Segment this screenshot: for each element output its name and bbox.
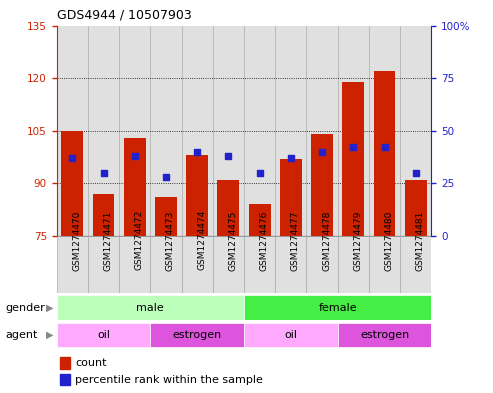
- Bar: [307, 236, 338, 293]
- Bar: [57, 26, 88, 236]
- Bar: [61, 374, 70, 386]
- Point: [224, 153, 232, 159]
- Bar: [150, 236, 181, 293]
- Bar: [88, 236, 119, 293]
- Point: [256, 169, 264, 176]
- Bar: [338, 236, 369, 293]
- Point: [162, 174, 170, 180]
- Text: GSM1274480: GSM1274480: [385, 210, 393, 270]
- Text: GSM1274474: GSM1274474: [197, 210, 206, 270]
- Point: [100, 169, 107, 176]
- Bar: [369, 236, 400, 293]
- Bar: [369, 26, 400, 236]
- Text: male: male: [137, 303, 164, 312]
- Bar: [244, 236, 275, 293]
- Bar: [119, 236, 150, 293]
- Point: [412, 169, 420, 176]
- Bar: [57, 323, 150, 347]
- Bar: [88, 26, 119, 236]
- Bar: [275, 236, 307, 293]
- Point: [350, 144, 357, 151]
- Bar: [244, 323, 338, 347]
- Bar: [307, 26, 338, 236]
- Bar: [244, 295, 431, 320]
- Text: estrogen: estrogen: [173, 330, 222, 340]
- Bar: [217, 180, 240, 236]
- Text: GSM1274470: GSM1274470: [72, 210, 81, 270]
- Point: [69, 155, 76, 161]
- Bar: [150, 323, 244, 347]
- Bar: [61, 357, 70, 369]
- Bar: [244, 26, 275, 236]
- Bar: [338, 26, 369, 236]
- Text: estrogen: estrogen: [360, 330, 409, 340]
- Text: oil: oil: [284, 330, 297, 340]
- Bar: [119, 26, 150, 236]
- Point: [193, 149, 201, 155]
- Text: GDS4944 / 10507903: GDS4944 / 10507903: [57, 9, 191, 22]
- Bar: [150, 26, 181, 236]
- Text: gender: gender: [5, 303, 45, 312]
- Bar: [280, 159, 302, 236]
- Bar: [374, 71, 395, 236]
- Bar: [342, 82, 364, 236]
- Text: ▶: ▶: [46, 303, 53, 312]
- Bar: [57, 295, 244, 320]
- Bar: [93, 194, 114, 236]
- Bar: [311, 134, 333, 236]
- Text: ▶: ▶: [46, 330, 53, 340]
- Text: count: count: [75, 358, 107, 368]
- Point: [131, 153, 139, 159]
- Bar: [61, 130, 83, 236]
- Text: GSM1274472: GSM1274472: [135, 210, 144, 270]
- Bar: [57, 236, 88, 293]
- Text: GSM1274476: GSM1274476: [260, 210, 269, 270]
- Text: GSM1274477: GSM1274477: [291, 210, 300, 270]
- Bar: [124, 138, 145, 236]
- Bar: [405, 180, 427, 236]
- Bar: [400, 236, 431, 293]
- Bar: [186, 155, 208, 236]
- Text: GSM1274478: GSM1274478: [322, 210, 331, 270]
- Text: GSM1274481: GSM1274481: [416, 210, 425, 270]
- Text: percentile rank within the sample: percentile rank within the sample: [75, 375, 263, 385]
- Text: GSM1274475: GSM1274475: [228, 210, 238, 270]
- Bar: [181, 26, 213, 236]
- Text: oil: oil: [97, 330, 110, 340]
- Point: [318, 149, 326, 155]
- Bar: [400, 26, 431, 236]
- Point: [381, 144, 388, 151]
- Text: GSM1274479: GSM1274479: [353, 210, 362, 270]
- Bar: [155, 197, 177, 236]
- Bar: [213, 26, 244, 236]
- Bar: [275, 26, 307, 236]
- Bar: [213, 236, 244, 293]
- Text: GSM1274473: GSM1274473: [166, 210, 175, 270]
- Bar: [181, 236, 213, 293]
- Bar: [338, 323, 431, 347]
- Point: [287, 155, 295, 161]
- Text: agent: agent: [5, 330, 37, 340]
- Text: GSM1274471: GSM1274471: [104, 210, 112, 270]
- Bar: [249, 204, 271, 236]
- Text: female: female: [318, 303, 357, 312]
